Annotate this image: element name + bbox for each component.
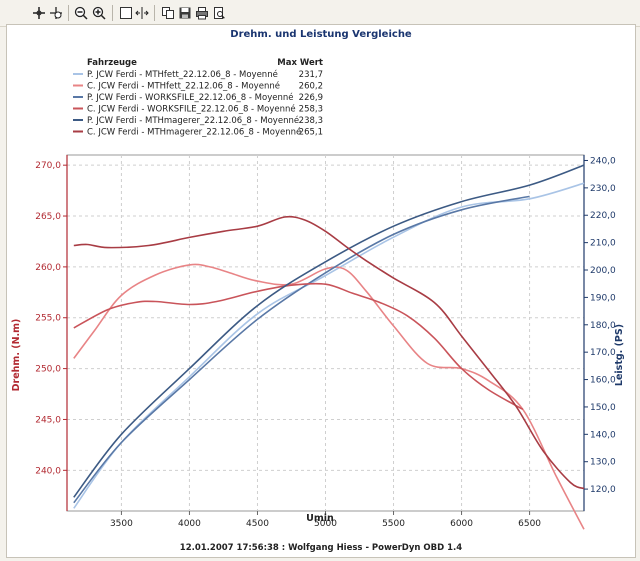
zoom-in-icon[interactable] <box>91 4 107 20</box>
legend-entry-name-2: C. JCW Ferdi - MTHfett_22.12.06_8 - Moye… <box>87 81 280 92</box>
x-tick-label: 3500 <box>110 519 133 529</box>
legend-entry-value-6: 265,1 <box>299 128 323 138</box>
y-right-tick-label: 180,0 <box>590 321 616 331</box>
series-line-6 <box>73 215 585 490</box>
select-box-icon[interactable] <box>118 4 134 20</box>
legend-entry-value-2: 260,2 <box>299 82 323 92</box>
y-right-tick-label: 190,0 <box>590 293 616 303</box>
fit-width-icon[interactable] <box>134 4 150 20</box>
x-tick-label: 4000 <box>178 519 201 529</box>
save-icon[interactable] <box>177 4 193 20</box>
legend-entry-value-1: 231,7 <box>299 70 323 80</box>
y-right-tick-label: 160,0 <box>590 376 616 386</box>
legend-entry-name-5: P. JCW Ferdi - MTHmagerer_22.12.06_8 - M… <box>87 115 299 126</box>
y-right-tick-label: 240,0 <box>590 156 616 166</box>
y-right-tick-label: 140,0 <box>590 430 616 440</box>
legend-entry-name-4: C. JCW Ferdi - WORKSFILE_22.12.06_8 - Mo… <box>87 104 296 115</box>
print-preview-icon[interactable] <box>211 4 227 20</box>
x-tick-label: 5500 <box>382 519 405 529</box>
chart: Drehm. und Leistung Vergleiche Fahrzeuge… <box>11 29 625 553</box>
legend-entry-name-3: P. JCW Ferdi - WORKSFILE_22.12.06_8 - Mo… <box>87 92 293 103</box>
legend-header-value: Max Wert <box>277 58 323 68</box>
zoom-pan-icon[interactable] <box>48 4 64 20</box>
legend-entry-value-5: 238,3 <box>299 116 323 126</box>
grid <box>66 154 585 512</box>
y-axis-left-label: Drehm. (N.m) <box>11 319 22 392</box>
x-tick-label: 4500 <box>246 519 269 529</box>
zoom-out-icon[interactable] <box>73 4 89 20</box>
y-left-tick-label: 250,0 <box>35 365 61 375</box>
series-line-2 <box>73 263 585 530</box>
x-tick-label: 5000 <box>314 519 337 529</box>
series-line-1 <box>73 182 585 509</box>
toolbar <box>0 0 640 27</box>
y-left-tick-label: 270,0 <box>35 161 61 171</box>
legend-entry-name-1: P. JCW Ferdi - MTHfett_22.12.06_8 - Moye… <box>87 69 278 80</box>
y-left-tick-label: 260,0 <box>35 263 61 273</box>
copy-icon[interactable] <box>160 4 176 20</box>
y-right-tick-label: 210,0 <box>590 239 616 249</box>
series-line-4 <box>73 282 524 410</box>
x-axis-label: Umin <box>306 513 334 524</box>
axes: 3500 4000 4500 5000 5500 6000 6500 240,0 245,0 25… <box>35 155 616 529</box>
chart-panel: Drehm. und Leistung Vergleiche Fahrzeuge… <box>6 24 636 558</box>
legend-entry-value-3: 226,9 <box>299 93 323 103</box>
x-tick-label: 6000 <box>450 519 473 529</box>
y-left-tick-label: 245,0 <box>35 415 61 425</box>
series-lines <box>73 164 585 530</box>
legend: Fahrzeuge Max Wert P. JCW Ferdi - MTHfet… <box>73 58 323 138</box>
y-right-tick-label: 150,0 <box>590 403 616 413</box>
y-right-tick-label: 130,0 <box>590 458 616 468</box>
y-right-tick-label: 220,0 <box>590 211 616 221</box>
y-right-tick-label: 170,0 <box>590 348 616 358</box>
legend-entry-value-4: 258,3 <box>299 105 323 115</box>
y-right-tick-label: 120,0 <box>590 485 616 495</box>
y-right-tick-label: 200,0 <box>590 266 616 276</box>
y-left-tick-label: 265,0 <box>35 212 61 222</box>
series-line-3 <box>73 195 530 504</box>
legend-header-name: Fahrzeuge <box>87 58 137 68</box>
y-axis-right-label: Leistg. (PS) <box>614 324 625 386</box>
legend-entry-name-6: C. JCW Ferdi - MTHmagerer_22.12.06_8 - M… <box>87 127 301 138</box>
crosshair-icon[interactable] <box>31 4 47 20</box>
chart-title: Drehm. und Leistung Vergleiche <box>230 29 412 40</box>
x-tick-label: 6500 <box>518 519 541 529</box>
y-right-tick-label: 230,0 <box>590 184 616 194</box>
print-icon[interactable] <box>194 4 210 20</box>
y-left-tick-label: 240,0 <box>35 466 61 476</box>
series-line-5 <box>73 164 585 498</box>
y-left-tick-label: 255,0 <box>35 314 61 324</box>
chart-footer: 12.01.2007 17:56:38 : Wolfgang Hiess - P… <box>180 543 462 553</box>
